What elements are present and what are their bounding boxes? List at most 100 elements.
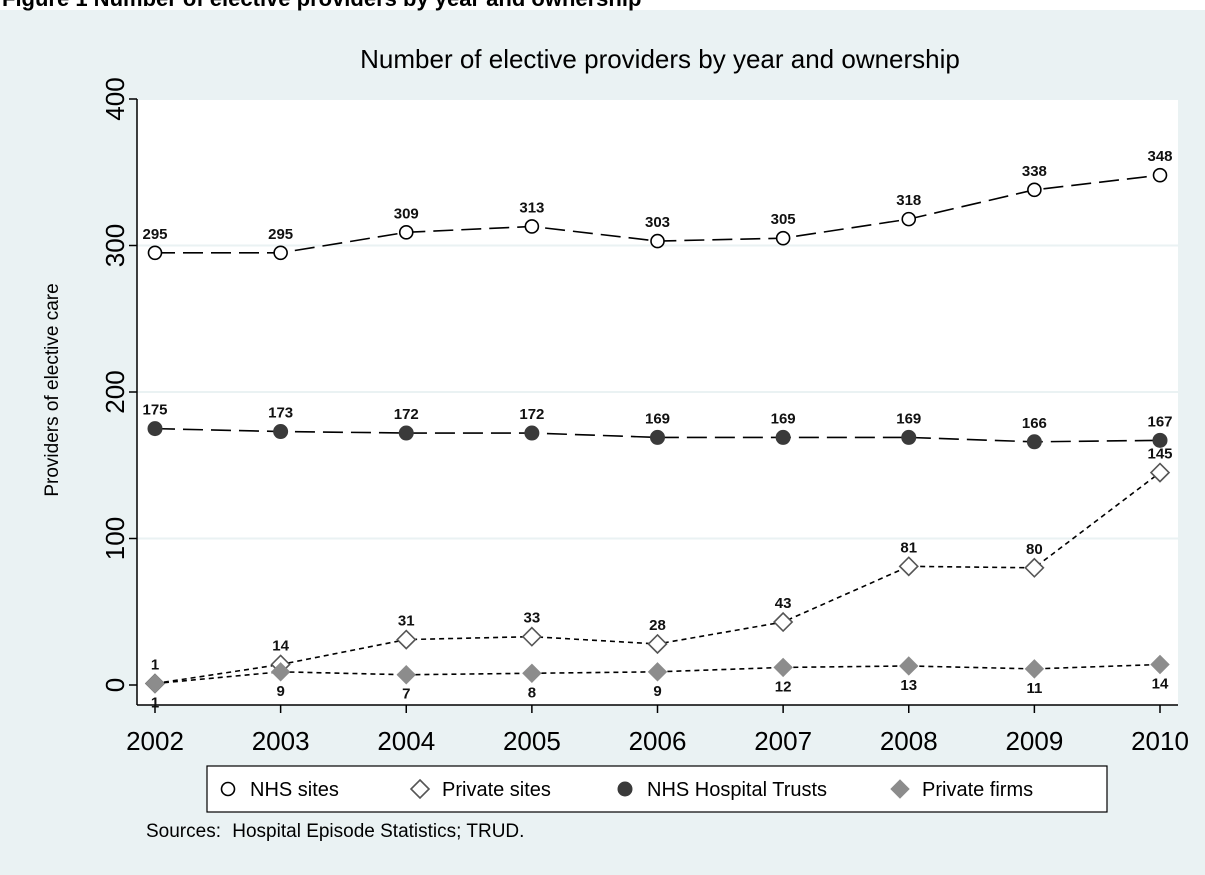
data-label: 166	[1022, 415, 1047, 432]
legend-label: Private sites	[442, 779, 551, 801]
data-label: 169	[645, 410, 670, 427]
data-label: 167	[1147, 413, 1172, 430]
legend-marker	[617, 781, 633, 797]
data-label: 7	[402, 686, 410, 703]
data-label: 43	[775, 595, 792, 612]
figure-caption: Figure 1 Number of elective providers by…	[2, 0, 641, 12]
data-point	[398, 225, 414, 240]
data-point	[775, 429, 791, 445]
x-axis-ticks: 2002 2003 2004 2005 2006 2007 2008 2009 2010	[126, 705, 1189, 756]
data-label: 318	[896, 192, 921, 209]
data-point	[647, 633, 668, 655]
data-point	[1026, 434, 1042, 450]
data-point	[1152, 432, 1168, 448]
data-label: 14	[1152, 675, 1169, 692]
data-label: 169	[771, 410, 796, 427]
data-point	[398, 425, 414, 441]
data-point	[522, 663, 542, 683]
data-label: 173	[268, 405, 293, 422]
data-point	[898, 556, 919, 577]
source-note-label: Sources:	[146, 821, 221, 842]
data-point	[524, 425, 540, 441]
legend-marker	[890, 779, 910, 799]
data-point	[1149, 462, 1171, 483]
data-point	[650, 233, 665, 249]
data-label: 295	[142, 226, 167, 243]
series-line	[154, 663, 1161, 685]
x-tick-label: 2007	[754, 726, 812, 756]
data-point	[901, 429, 917, 445]
data-label: 9	[276, 683, 284, 700]
data-point	[270, 662, 291, 682]
legend-label: NHS sites	[250, 779, 339, 801]
y-tick-label: 0	[100, 678, 130, 692]
y-axis-ticks: 0 100 200 300 400	[100, 77, 137, 692]
x-tick-label: 2009	[1005, 726, 1063, 756]
data-label: 303	[645, 214, 670, 231]
data-label: 13	[900, 677, 917, 694]
data-point	[273, 424, 289, 440]
data-label: 11	[1026, 680, 1042, 697]
legend-item: Private firms	[890, 779, 1033, 801]
data-point	[396, 665, 416, 685]
data-point	[772, 611, 794, 633]
legend-item: Private sites	[409, 778, 551, 801]
x-tick-label: 2010	[1131, 726, 1189, 756]
data-label: 33	[524, 610, 541, 627]
x-tick-label: 2005	[503, 726, 561, 756]
data-point	[1024, 659, 1045, 679]
data-label: 175	[142, 402, 167, 419]
data-point	[775, 230, 791, 246]
data-point	[396, 629, 417, 650]
x-tick-label: 2006	[629, 726, 687, 756]
data-label: 1	[151, 695, 159, 712]
data-label: 14	[272, 637, 289, 654]
data-point	[1027, 182, 1042, 198]
legend-marker	[220, 781, 236, 797]
legend-item: NHS sites	[220, 779, 339, 801]
data-point	[147, 245, 163, 261]
legend-item: NHS Hospital Trusts	[617, 779, 827, 801]
series-nhs-hospital-trusts: 175 173 172 172 169 169 169 166 167	[142, 402, 1173, 450]
y-tick-label: 300	[100, 224, 130, 267]
legend-label: Private firms	[922, 779, 1033, 801]
data-point	[521, 626, 543, 647]
data-label: 313	[519, 199, 544, 216]
y-axis-label: Providers of elective care	[42, 283, 63, 496]
data-label: 9	[653, 683, 661, 700]
x-tick-label: 2003	[252, 726, 310, 756]
figure-header-band: Figure 1 Number of elective providers by…	[0, 0, 1205, 12]
data-label: 145	[1147, 446, 1172, 463]
legend: NHS sites Private sites NHS Hospital Trust…	[206, 765, 1108, 813]
data-point	[1150, 654, 1170, 675]
data-label: 28	[649, 617, 666, 634]
legend-box	[206, 765, 1108, 813]
data-label: 80	[1026, 541, 1043, 558]
data-point	[273, 245, 288, 261]
data-label: 8	[528, 684, 536, 701]
data-label: 305	[771, 211, 796, 228]
data-point	[145, 673, 165, 694]
y-tick-label: 100	[100, 517, 130, 560]
data-label: 338	[1022, 163, 1047, 180]
data-label: 348	[1147, 148, 1172, 165]
data-label: 295	[268, 226, 293, 243]
y-tick-label: 400	[100, 77, 130, 120]
data-point	[1024, 557, 1045, 578]
source-note-text: Hospital Episode Statistics; TRUD.	[232, 821, 525, 842]
data-point	[1152, 167, 1168, 183]
plot-area	[137, 99, 1178, 705]
legend-marker	[409, 778, 431, 800]
data-label: 1	[151, 657, 159, 674]
data-label: 172	[519, 406, 544, 423]
x-tick-label: 2004	[377, 726, 435, 756]
x-tick-label: 2002	[126, 726, 184, 756]
data-point	[899, 656, 919, 676]
data-point	[147, 421, 163, 437]
data-label: 169	[896, 410, 921, 427]
data-point	[650, 429, 665, 445]
data-label: 309	[394, 205, 419, 222]
y-tick-label: 200	[100, 370, 130, 413]
